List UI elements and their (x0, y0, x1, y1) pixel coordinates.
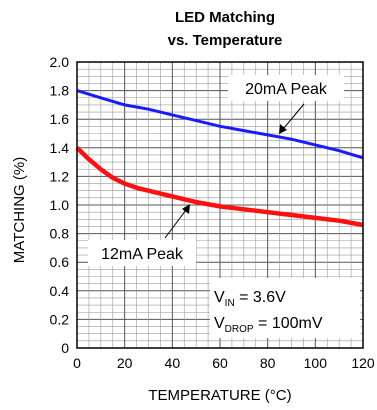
y-tick-label: 1.0 (50, 197, 70, 213)
arrow-20ma-head (279, 124, 287, 134)
y-tick-label: 2.0 (50, 54, 70, 70)
x-axis-label: TEMPERATURE (°C) (148, 387, 291, 404)
x-tick-label: 60 (212, 355, 228, 371)
annotation-12ma: 12mA Peak (88, 204, 196, 266)
series-line-20ma-peak (76, 89, 364, 160)
x-tick-label: 120 (351, 355, 375, 371)
y-tick-label: 1.8 (50, 83, 70, 99)
y-tick-label: 0.8 (50, 226, 70, 242)
arrow-20ma-shaft (283, 103, 305, 129)
arrow-12ma-shaft (164, 209, 187, 239)
x-tick-label: 80 (260, 355, 276, 371)
conditions-box: VIN = 3.6V VDROP = 100mV (210, 278, 360, 338)
x-tick-label: 100 (304, 355, 328, 371)
y-tick-labels: 0 0.2 0.4 0.6 0.8 1.0 1.2 1.4 1.6 1.8 2.0 (50, 54, 70, 356)
vin-text: VIN = 3.6V (214, 289, 286, 309)
y-tick-label: 0.2 (50, 311, 70, 327)
label-12ma-peak: 12mA Peak (101, 246, 184, 263)
vdrop-text: VDROP = 100mV (214, 315, 323, 335)
series-lines (75, 89, 364, 228)
arrow-12ma-head (182, 204, 190, 214)
chart-title-line1: LED Matching (175, 9, 275, 26)
x-tick-labels: 0 20 40 60 80 100 120 (73, 355, 375, 371)
y-tick-label: 0.4 (50, 283, 70, 299)
y-tick-label: 1.4 (50, 140, 70, 156)
series-line-12ma-peak (75, 146, 364, 228)
y-tick-label: 0.6 (50, 254, 70, 270)
x-tick-label: 20 (117, 355, 133, 371)
x-tick-label: 0 (73, 355, 81, 371)
y-tick-label: 1.2 (50, 168, 70, 184)
plot-frame (76, 61, 364, 349)
label-20ma-peak: 20mA Peak (245, 81, 328, 98)
x-tick-label: 40 (165, 355, 181, 371)
y-tick-label: 0 (61, 340, 69, 356)
y-axis-label: MATCHING (%) (11, 157, 28, 263)
chart-title-line2: vs. Temperature (168, 32, 283, 49)
y-tick-label: 1.6 (50, 111, 70, 127)
annotation-20ma: 20mA Peak (228, 75, 344, 134)
